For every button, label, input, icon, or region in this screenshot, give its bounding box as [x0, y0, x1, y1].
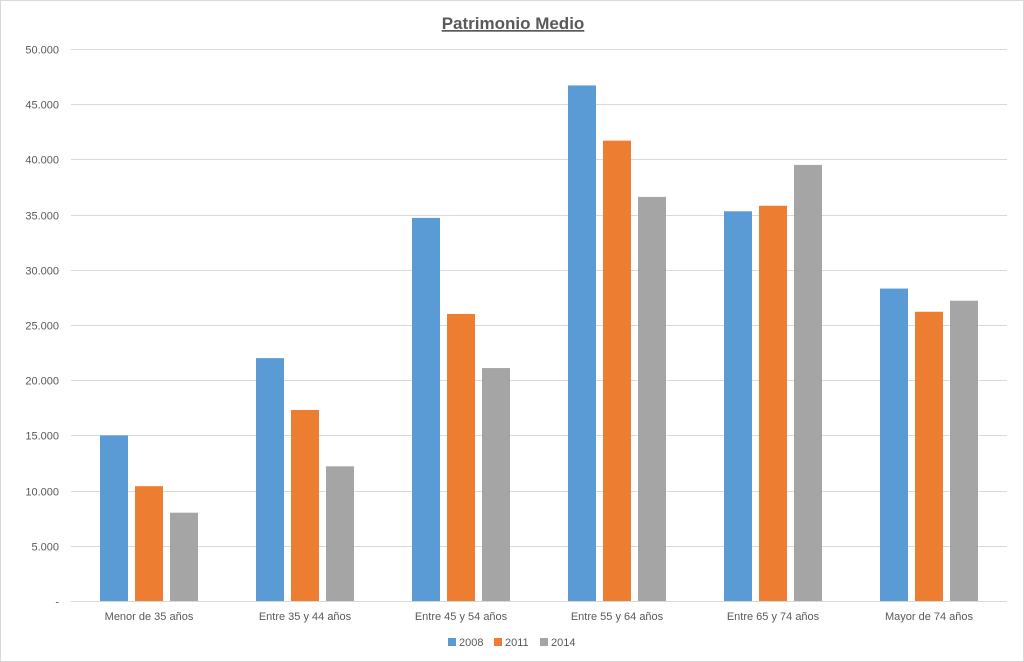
bar-2008-3: [568, 85, 596, 601]
legend: 2008 2011 2014: [448, 637, 575, 649]
bar-2014-1: [326, 466, 354, 601]
bars: [100, 85, 978, 602]
category-label: Entre 35 y 44 años: [259, 611, 352, 623]
y-tick-label: 40.000: [25, 155, 59, 167]
y-tick-label: 50.000: [25, 45, 59, 57]
bar-2011-4: [759, 205, 787, 601]
legend-label: 2011: [505, 637, 529, 649]
bar-2014-0: [170, 512, 198, 601]
y-tick-label: 25.000: [25, 321, 59, 333]
bar-2014-3: [638, 196, 666, 601]
y-tick-label: 35.000: [25, 211, 59, 223]
bar-2008-2: [412, 217, 440, 602]
bar-2008-0: [100, 435, 128, 601]
category-label: Entre 65 y 74 años: [727, 611, 820, 623]
y-tick-label: -: [55, 597, 59, 609]
bar-2014-5: [950, 300, 978, 601]
y-tick-label: 5.000: [31, 542, 59, 554]
y-axis-tick-labels: - 5.000 10.000 15.000 20.000 25.000 30.000 35.0…: [25, 45, 59, 609]
bar-2011-3: [603, 140, 631, 601]
y-tick-label: 45.000: [25, 100, 59, 112]
bar-2008-1: [256, 358, 284, 601]
chart-title: Patrimonio Medio: [442, 14, 585, 33]
category-label: Entre 45 y 54 años: [415, 611, 508, 623]
category-label: Mayor de 74 años: [885, 611, 974, 623]
x-axis-category-labels: Menor de 35 años Entre 35 y 44 años Entre …: [105, 611, 974, 623]
gridlines: [71, 49, 1007, 602]
y-tick-label: 20.000: [25, 376, 59, 388]
bar-2008-5: [880, 288, 908, 601]
category-label: Entre 55 y 64 años: [571, 611, 664, 623]
y-tick-label: 10.000: [25, 487, 59, 499]
legend-swatch-2008: [448, 638, 456, 646]
bar-2011-0: [135, 486, 163, 601]
bar-2011-1: [291, 410, 319, 601]
legend-label: 2008: [459, 637, 483, 649]
bar-2011-2: [447, 313, 475, 601]
bar-2008-4: [724, 211, 752, 601]
y-tick-label: 15.000: [25, 431, 59, 443]
legend-swatch-2014: [540, 638, 548, 646]
legend-swatch-2011: [494, 638, 502, 646]
bar-2014-2: [482, 368, 510, 601]
bar-2011-5: [915, 311, 943, 601]
legend-label: 2014: [551, 637, 575, 649]
category-label: Menor de 35 años: [105, 611, 194, 623]
bar-2014-4: [794, 164, 822, 602]
y-tick-label: 30.000: [25, 266, 59, 278]
